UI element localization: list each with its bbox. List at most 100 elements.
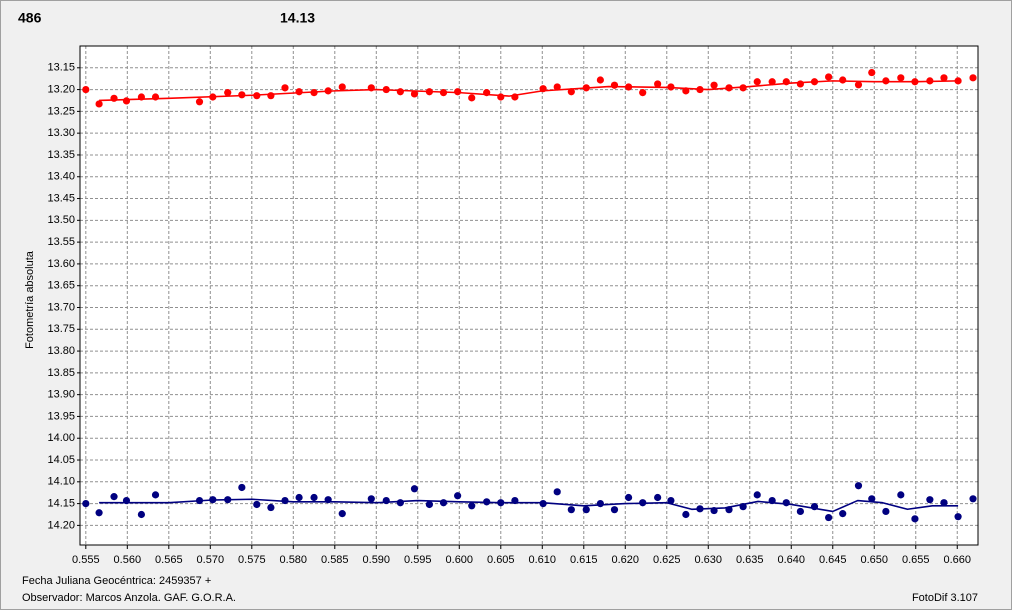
data-point [497,499,505,507]
data-point [940,74,948,82]
data-point [511,93,519,101]
data-point [710,81,718,89]
x-axis-label: Fecha Juliana Geocéntrica: 2459357 + [22,575,211,587]
y-tick-label: 14.00 [47,432,75,444]
data-point [596,499,604,508]
y-tick-label: 13.70 [47,301,75,313]
data-point [295,88,303,96]
data-point [682,510,690,519]
y-axis-label: Fotometría absoluta [24,250,36,349]
x-tick-label: 0.560 [114,554,142,566]
data-point [425,500,434,509]
data-point [897,74,905,82]
data-point [911,515,919,523]
data-point [696,505,704,513]
data-point [897,491,905,499]
data-point [969,74,977,82]
data-point [382,85,390,94]
data-point [82,499,90,508]
x-tick-label: 0.660 [943,554,971,566]
data-point [468,94,476,102]
data-point [310,89,318,97]
data-point [439,89,448,97]
data-point [95,509,103,517]
data-point [596,76,604,84]
data-point [926,77,934,85]
y-tick-label: 13.30 [47,127,75,139]
data-point [882,507,890,516]
data-point [338,510,346,518]
data-point [725,506,733,514]
data-point [497,93,505,101]
data-point [224,496,232,504]
data-point [768,496,776,505]
data-point [238,483,246,492]
data-point [238,91,246,99]
data-point [310,493,318,502]
y-tick-label: 13.90 [47,389,75,401]
data-point [567,506,575,514]
data-point [553,83,561,91]
data-point [483,498,491,506]
data-point [954,77,962,85]
plot-area [80,46,978,545]
y-tick-label: 13.85 [47,367,75,379]
y-tick-label: 13.25 [47,105,75,117]
data-point [639,89,647,97]
data-point [410,90,419,98]
series-label: 14.13 [280,10,315,26]
data-point [710,506,718,515]
data-point [439,499,448,507]
data-point [122,496,131,505]
y-tick-label: 13.40 [47,171,75,183]
data-point [539,499,547,508]
data-point [324,87,332,95]
data-point [281,496,289,505]
data-point [195,98,204,106]
data-point [610,81,619,89]
data-point [410,485,419,493]
data-point [582,84,590,92]
y-tick-label: 13.75 [47,323,75,335]
data-point [782,78,790,86]
data-point [926,496,934,504]
x-tick-label: 0.610 [529,554,557,566]
data-point [868,495,876,503]
data-point [209,496,217,504]
data-point [110,493,118,501]
data-point [739,84,747,92]
data-point [137,93,146,101]
data-point [940,499,948,507]
data-point [911,78,919,86]
x-tick-label: 0.600 [446,554,474,566]
y-tick-label: 14.15 [47,498,75,510]
data-point [825,513,833,522]
x-tick-label: 0.645 [819,554,847,566]
data-point [324,496,332,504]
x-tick-label: 0.555 [72,554,100,566]
y-tick-label: 13.45 [47,192,75,204]
data-point [796,80,804,88]
data-point [454,88,462,96]
data-point [854,81,863,89]
observer: Observador: Marcos Anzola. GAF. G.O.R.A. [22,592,236,604]
data-point [253,500,261,509]
data-point [667,496,675,505]
data-point [810,78,819,86]
data-point [396,88,404,96]
x-tick-label: 0.655 [902,554,930,566]
data-point [281,84,289,92]
data-point [82,85,90,94]
x-tick-label: 0.630 [695,554,723,566]
data-point [367,84,375,92]
x-tick-label: 0.615 [570,554,598,566]
plot-border [79,45,979,546]
x-tick-label: 0.635 [736,554,764,566]
data-point [122,97,131,105]
data-point [624,83,633,91]
data-point [267,503,275,512]
x-tick-label: 0.595 [404,554,432,566]
data-point [483,89,491,97]
data-point [654,493,662,502]
data-point [882,77,890,85]
